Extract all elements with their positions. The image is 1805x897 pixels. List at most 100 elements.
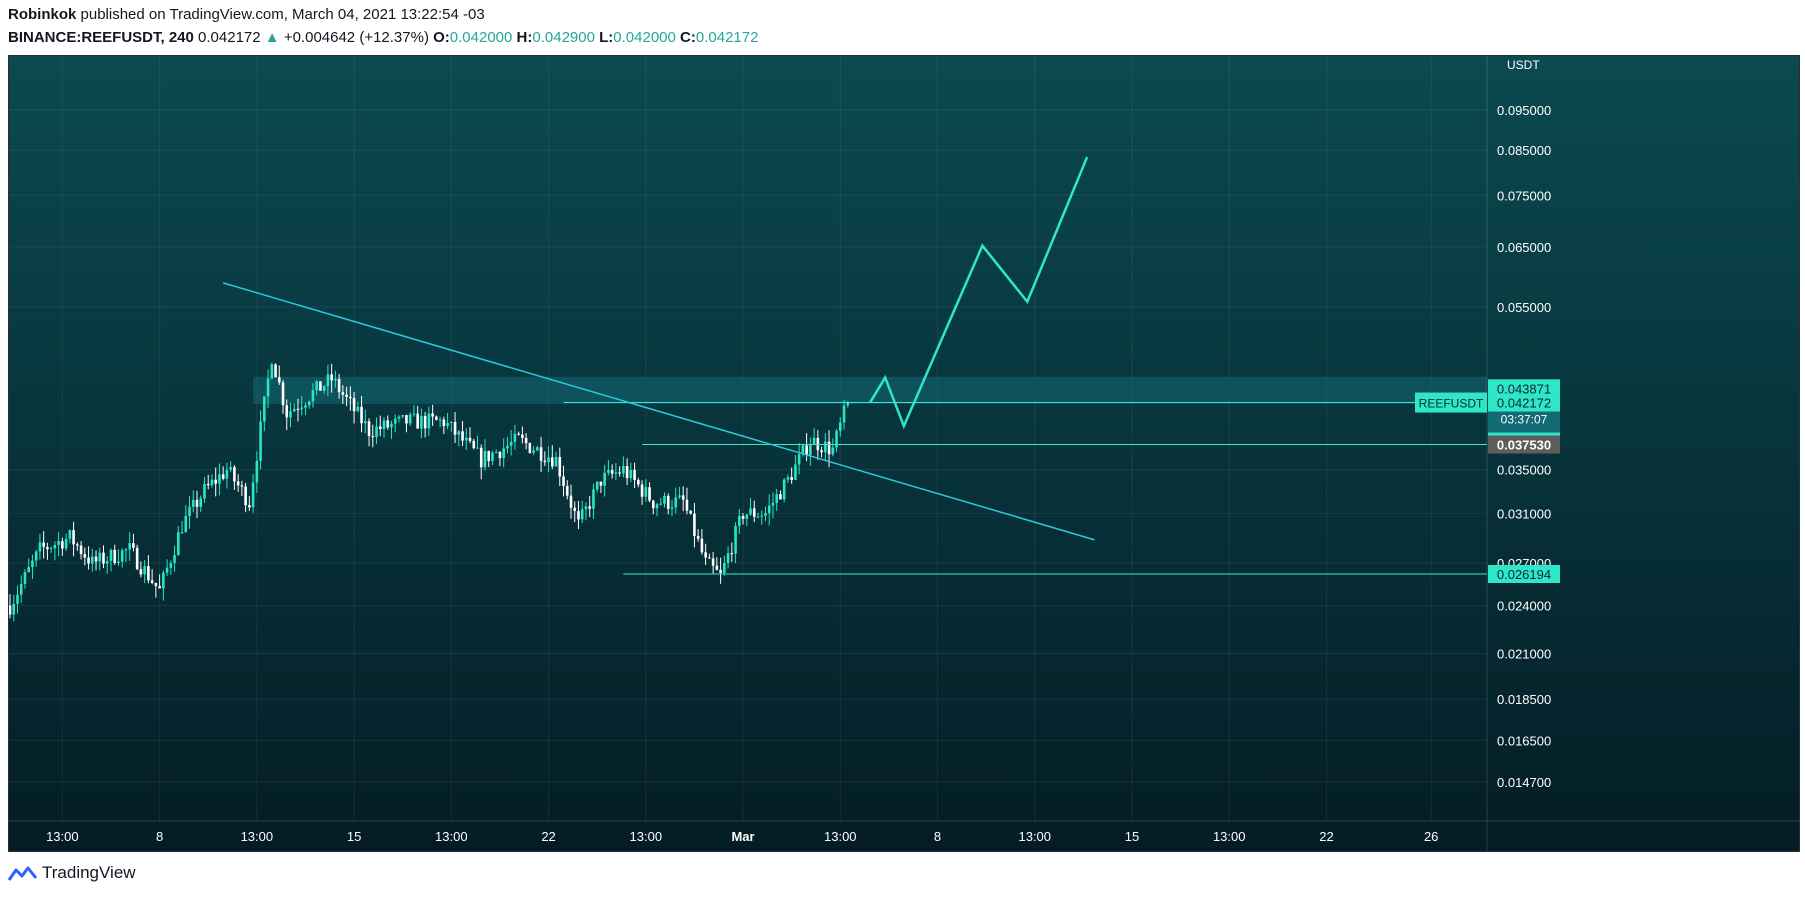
- candle-body: [689, 510, 692, 514]
- candle-body: [472, 440, 476, 448]
- candle-body: [113, 549, 117, 563]
- candle-body: [184, 516, 188, 533]
- candle-body: [835, 430, 838, 448]
- candle-body: [162, 572, 165, 589]
- candle-body: [31, 560, 34, 568]
- candle-body: [330, 374, 333, 381]
- currency-label: USDT: [1507, 58, 1540, 72]
- candle-body: [72, 530, 75, 545]
- candle-body: [390, 423, 393, 428]
- candle-body: [573, 507, 577, 512]
- candle-body: [607, 470, 610, 473]
- candle-body: [719, 569, 722, 573]
- candle-body: [734, 525, 737, 554]
- candle-body: [577, 511, 580, 520]
- candle-body: [53, 544, 57, 549]
- chart-panel[interactable]: USDT 0.095000 0.085000 0.075000 0.065000 0.05…: [8, 55, 1800, 852]
- candle-body: [629, 469, 633, 479]
- candle-body: [364, 421, 367, 424]
- candle-body: [457, 431, 461, 435]
- candle-body: [244, 486, 247, 506]
- candle-body: [771, 502, 775, 506]
- candle-body: [760, 515, 764, 517]
- level-tag-resistance-bg: [1488, 379, 1560, 398]
- candle-body: [644, 487, 648, 497]
- price-tick-label: 0.031000: [1497, 506, 1551, 521]
- candle-body: [498, 452, 502, 459]
- candles: [8, 362, 850, 622]
- candle-body: [618, 472, 621, 474]
- candle-body: [554, 456, 558, 467]
- candle-body: [637, 479, 640, 485]
- candle-body: [315, 381, 318, 391]
- candle-body: [536, 447, 539, 451]
- time-tick-label: 13:00: [241, 829, 274, 844]
- candle-body: [135, 547, 139, 570]
- candle-body: [483, 450, 487, 468]
- candle-body: [592, 489, 595, 509]
- candle-body: [696, 535, 700, 539]
- author-name[interactable]: Robinkok: [8, 6, 77, 23]
- time-tick-label: 8: [156, 829, 163, 844]
- publish-line: Robinkok published on TradingView.com, M…: [8, 6, 485, 23]
- candle-body: [438, 419, 442, 421]
- drawings: [222, 156, 1095, 541]
- candle-body: [177, 532, 180, 556]
- price-chart[interactable]: USDT 0.095000 0.085000 0.075000 0.065000 0.05…: [8, 56, 1799, 851]
- symbol-tag-bg: [1415, 392, 1487, 413]
- candle-body: [584, 506, 588, 510]
- candle-body: [191, 499, 195, 507]
- candle-body: [147, 566, 150, 581]
- tradingview-brand[interactable]: TradingView: [8, 863, 136, 883]
- candle-body: [610, 470, 614, 474]
- candle-body: [266, 378, 270, 397]
- open-value: 0.042000: [449, 29, 513, 46]
- candle-body: [34, 551, 38, 561]
- candle-body: [102, 552, 105, 564]
- candle-body: [259, 421, 262, 461]
- candle-body: [382, 420, 386, 429]
- candle-body: [345, 394, 348, 397]
- candle-body: [745, 514, 749, 519]
- candle-body: [311, 390, 315, 402]
- candle-body: [842, 405, 846, 423]
- candle-body: [551, 457, 554, 467]
- candle-body: [300, 407, 304, 410]
- candle-body: [221, 474, 225, 479]
- candle-body: [446, 423, 449, 427]
- candle-body: [509, 441, 513, 446]
- candle-body: [622, 466, 625, 474]
- candle-body: [412, 413, 416, 415]
- price-tick-label: 0.021000: [1497, 647, 1551, 662]
- price-tick-label: 0.055000: [1497, 300, 1551, 315]
- candle-body: [349, 396, 352, 399]
- candle-body: [292, 408, 296, 412]
- candle-body: [730, 553, 734, 555]
- grid: [9, 56, 1487, 821]
- candle-body: [248, 505, 251, 508]
- candle-body: [827, 441, 831, 455]
- candle-body: [375, 426, 378, 437]
- candle-body: [132, 543, 135, 548]
- candle-body: [296, 408, 300, 410]
- candle-body: [46, 547, 49, 550]
- symbol-label: BINANCE:REEFUSDT, 240: [8, 29, 194, 46]
- candle-body: [356, 406, 360, 412]
- resistance-zone: [253, 376, 1488, 405]
- symbol-tag: REEFUSDT: [1419, 397, 1484, 411]
- price-tick-label: 0.016500: [1497, 733, 1551, 748]
- candle-body: [794, 464, 797, 480]
- candle-body: [749, 508, 752, 515]
- current-price-tag: 0.042172: [1497, 396, 1551, 411]
- brand-name: TradingView: [42, 863, 136, 882]
- candle-body: [76, 544, 79, 546]
- price-tick-label: 0.035000: [1497, 463, 1551, 478]
- candle-body: [453, 421, 457, 435]
- candle-body: [322, 386, 326, 391]
- candle-body: [625, 466, 629, 479]
- candle-body: [704, 552, 707, 558]
- candle-body: [319, 381, 322, 391]
- candle-body: [371, 436, 375, 438]
- candle-body: [42, 542, 45, 548]
- price-tick-label: 0.018500: [1497, 692, 1551, 707]
